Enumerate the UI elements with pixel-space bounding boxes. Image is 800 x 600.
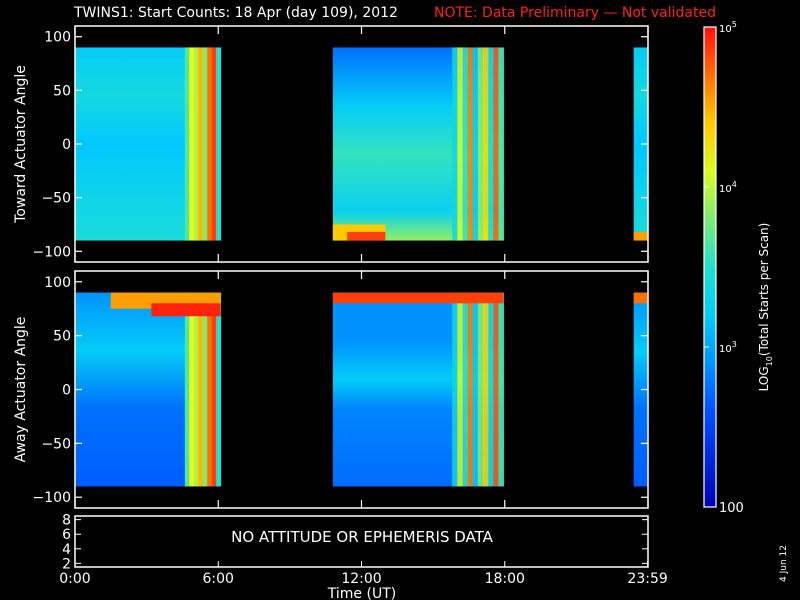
- enhancement-stripe: [477, 47, 484, 241]
- enhancement-stripe: [216, 292, 222, 487]
- enhancement-stripe: [184, 47, 190, 241]
- y-tick-label: 6: [62, 527, 71, 543]
- enhancement-stripe: [189, 292, 195, 487]
- no-data-message: NO ATTITUDE OR EPHEMERIS DATA: [231, 528, 494, 546]
- enhancement-stripe: [193, 47, 199, 241]
- away-panel: 100 50 0 −50 −100 Away Actuator Angle: [13, 270, 649, 509]
- high-angle-band: [332, 292, 504, 304]
- x-tick-label: 6:00: [203, 571, 234, 587]
- y-tick-label: 100: [44, 30, 71, 46]
- high-angle-band: [151, 303, 221, 317]
- enhancement-stripe: [184, 292, 190, 487]
- x-tick-label: 23:59: [627, 571, 667, 587]
- enhancement-stripe: [472, 47, 479, 241]
- x-tick-label: 12:00: [341, 571, 381, 587]
- high-angle-band: [633, 292, 648, 304]
- enhancement-stripe: [488, 47, 494, 241]
- colorbar-tick-label: 100: [719, 501, 744, 516]
- y-tick-label: 4: [62, 542, 71, 558]
- enhancement-stripe: [457, 47, 463, 241]
- enhancement-stripe: [462, 292, 469, 487]
- y-tick-label: −100: [33, 244, 71, 260]
- colorbar-scale: [703, 26, 717, 508]
- enhancement-stripe: [498, 292, 505, 487]
- enhancement-stripe: [467, 292, 474, 487]
- enhancement-stripe: [452, 292, 458, 487]
- low-angle-enhancement: [633, 231, 648, 241]
- enhancement-stripe: [483, 292, 489, 487]
- colorbar: 105 104 103 100 LOG10(Total Starts per Scan): [703, 20, 774, 516]
- heatmap-block: [633, 47, 648, 241]
- enhancement-stripe: [493, 47, 499, 241]
- y-tick-label: 0: [62, 383, 71, 399]
- y-tick-label: −50: [41, 436, 71, 452]
- enhancement-stripe: [202, 292, 208, 487]
- enhancement-stripe: [207, 292, 213, 487]
- toward-panel: 100 50 0 −50 −100 Toward Actuator Angle: [13, 25, 649, 263]
- enhancement-stripe: [472, 292, 479, 487]
- enhancement-stripe: [211, 47, 217, 241]
- colorbar-tick-label: 104: [719, 180, 737, 195]
- enhancement-stripe: [211, 292, 217, 487]
- y-tick-label: 50: [53, 329, 71, 345]
- date-stamp: 4 Jun 12: [779, 545, 789, 582]
- enhancement-stripe: [207, 47, 213, 241]
- colorbar-tick-label: 105: [719, 20, 737, 35]
- y-axis-label: Toward Actuator Angle: [13, 65, 29, 224]
- x-tick-label: 0:00: [59, 571, 90, 587]
- enhancement-stripe: [452, 47, 458, 241]
- enhancement-stripe: [477, 292, 484, 487]
- enhancement-stripe: [189, 47, 195, 241]
- y-tick-label: 50: [53, 83, 71, 99]
- preliminary-note: NOTE: Data Preliminary — Not validated: [434, 5, 716, 21]
- enhancement-stripe: [493, 292, 499, 487]
- y-tick-label: 8: [62, 513, 71, 529]
- colorbar-label: LOG10(Total Starts per Scan): [757, 223, 774, 392]
- low-angle-enhancement: [347, 231, 386, 241]
- y-tick-label: 100: [44, 275, 71, 291]
- enhancement-stripe: [193, 292, 199, 487]
- enhancement-stripe: [488, 292, 494, 487]
- colorbar-tick-label: 103: [719, 340, 737, 355]
- enhancement-stripe: [216, 47, 222, 241]
- heatmap-block: [633, 292, 648, 487]
- y-tick-label: 0: [62, 137, 71, 153]
- plot-title: TWINS1: Start Counts: 18 Apr (day 109), …: [74, 5, 398, 21]
- page-title-group: TWINS1: Start Counts: 18 Apr (day 109), …: [0, 0, 800, 28]
- enhancement-stripe: [202, 47, 208, 241]
- enhancement-stripe: [483, 47, 489, 241]
- enhancement-stripe: [198, 47, 204, 241]
- enhancement-stripe: [498, 47, 505, 241]
- y-tick-label: −100: [33, 490, 71, 506]
- x-axis-label: Time (UT): [327, 586, 396, 600]
- x-tick-label: 18:00: [485, 571, 525, 587]
- enhancement-stripe: [457, 292, 463, 487]
- y-tick-label: −50: [41, 191, 71, 207]
- enhancement-stripe: [198, 292, 204, 487]
- y-axis-label: Away Actuator Angle: [13, 317, 29, 463]
- y-tick-label: 2: [62, 556, 71, 572]
- enhancement-stripe: [467, 47, 474, 241]
- enhancement-stripe: [462, 47, 469, 241]
